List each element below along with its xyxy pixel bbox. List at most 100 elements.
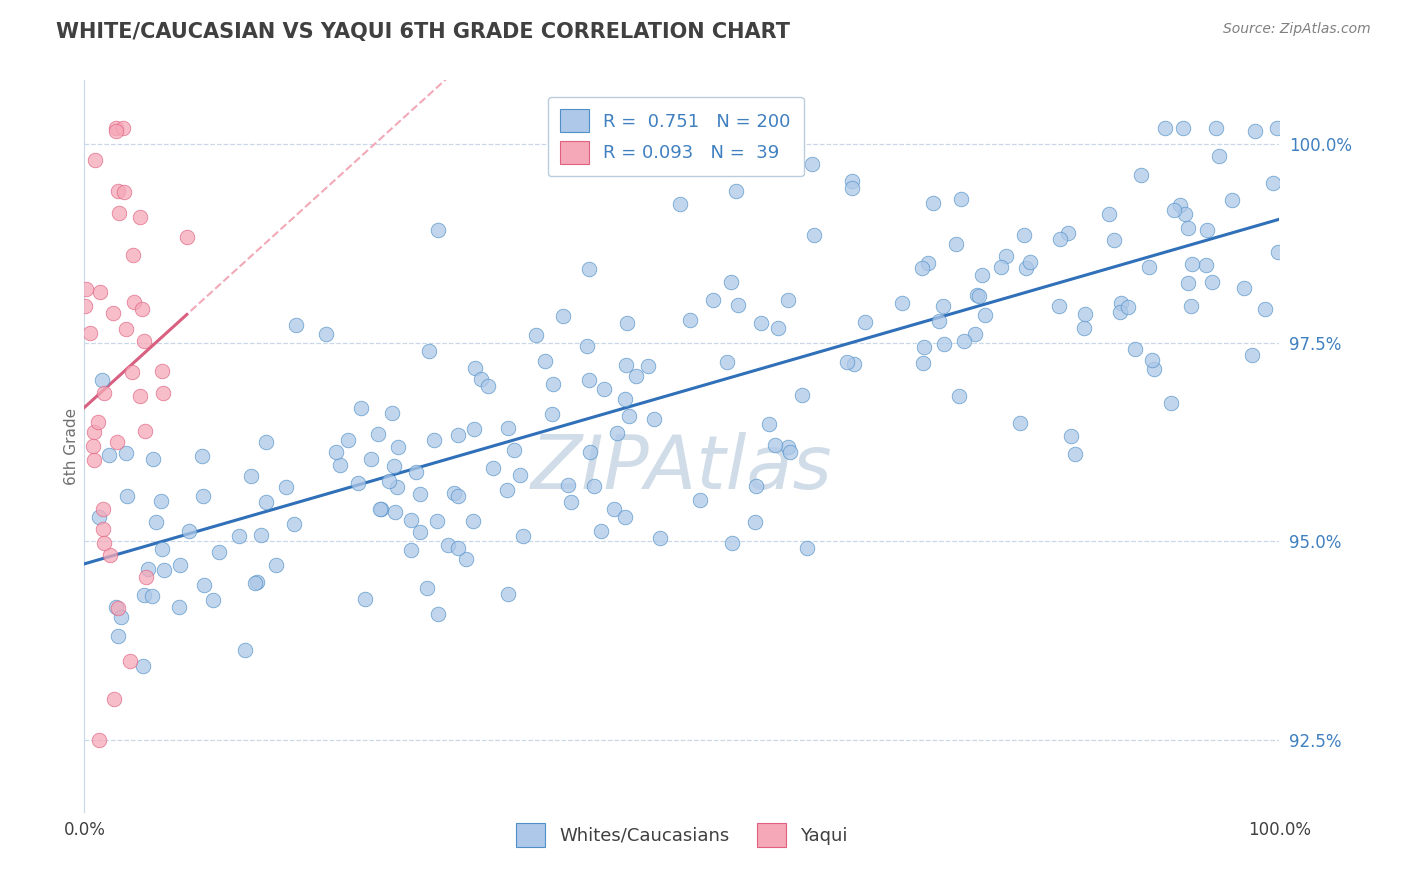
Point bbox=[399, 512, 422, 526]
Point bbox=[928, 314, 950, 328]
Point bbox=[1109, 305, 1132, 319]
Point bbox=[1074, 307, 1097, 321]
Point bbox=[778, 441, 800, 455]
Point bbox=[578, 373, 600, 387]
Point bbox=[368, 502, 391, 516]
Point bbox=[912, 339, 935, 353]
Point bbox=[578, 261, 600, 276]
Point bbox=[367, 426, 389, 441]
Point bbox=[669, 197, 692, 211]
Legend: Whites/Caucasians, Yaqui: Whites/Caucasians, Yaqui bbox=[509, 816, 855, 854]
Point bbox=[1137, 260, 1160, 274]
Point bbox=[749, 316, 772, 330]
Point bbox=[191, 449, 214, 463]
Point bbox=[1160, 395, 1182, 409]
Point bbox=[416, 581, 439, 595]
Text: WHITE/CAUCASIAN VS YAQUI 6TH GRADE CORRELATION CHART: WHITE/CAUCASIAN VS YAQUI 6TH GRADE CORRE… bbox=[56, 22, 790, 42]
Point bbox=[108, 205, 131, 219]
Point bbox=[841, 174, 863, 188]
Point bbox=[509, 468, 531, 483]
Point bbox=[1197, 223, 1219, 237]
Point bbox=[1205, 120, 1227, 135]
Point bbox=[965, 326, 987, 341]
Point bbox=[169, 558, 191, 573]
Point bbox=[776, 293, 799, 307]
Point bbox=[1143, 362, 1166, 376]
Point bbox=[128, 389, 150, 403]
Point bbox=[1163, 202, 1185, 217]
Point bbox=[141, 589, 163, 603]
Point bbox=[1174, 207, 1197, 221]
Point bbox=[1047, 299, 1070, 313]
Point bbox=[1109, 296, 1132, 310]
Point bbox=[250, 528, 273, 542]
Point bbox=[104, 120, 127, 135]
Point bbox=[134, 334, 156, 348]
Point bbox=[115, 322, 138, 336]
Point bbox=[337, 433, 360, 447]
Point bbox=[637, 359, 659, 374]
Point bbox=[446, 427, 468, 442]
Point bbox=[1104, 233, 1126, 247]
Point bbox=[105, 600, 128, 615]
Point bbox=[526, 328, 548, 343]
Point bbox=[716, 354, 738, 368]
Point bbox=[477, 379, 499, 393]
Point bbox=[264, 558, 287, 572]
Point bbox=[129, 210, 152, 224]
Point bbox=[112, 185, 135, 199]
Point bbox=[176, 230, 198, 244]
Point bbox=[110, 610, 132, 624]
Point bbox=[91, 522, 114, 536]
Point bbox=[994, 248, 1017, 262]
Point bbox=[103, 691, 125, 706]
Point bbox=[932, 299, 955, 313]
Point bbox=[132, 659, 155, 673]
Point bbox=[105, 435, 128, 450]
Point bbox=[235, 643, 257, 657]
Point bbox=[1170, 198, 1192, 212]
Point bbox=[1201, 276, 1223, 290]
Point bbox=[135, 570, 157, 584]
Point bbox=[679, 312, 702, 326]
Point bbox=[131, 301, 153, 316]
Y-axis label: 6th Grade: 6th Grade bbox=[63, 408, 79, 484]
Point bbox=[354, 591, 377, 606]
Point bbox=[1233, 281, 1256, 295]
Point bbox=[427, 223, 450, 237]
Point bbox=[837, 355, 859, 369]
Point bbox=[107, 601, 129, 615]
Point bbox=[917, 256, 939, 270]
Point bbox=[118, 654, 141, 668]
Point bbox=[643, 412, 665, 426]
Point bbox=[1263, 176, 1285, 190]
Point bbox=[614, 509, 637, 524]
Point bbox=[921, 196, 943, 211]
Point bbox=[990, 260, 1012, 274]
Point bbox=[844, 357, 866, 371]
Point bbox=[207, 545, 229, 559]
Point bbox=[107, 628, 129, 642]
Point bbox=[114, 446, 136, 460]
Point bbox=[702, 293, 724, 307]
Point bbox=[91, 502, 114, 516]
Point bbox=[254, 435, 277, 450]
Point bbox=[1180, 299, 1202, 313]
Point bbox=[447, 541, 470, 555]
Point bbox=[105, 123, 128, 137]
Point bbox=[132, 588, 155, 602]
Point bbox=[1118, 300, 1140, 314]
Point bbox=[117, 489, 139, 503]
Point bbox=[496, 587, 519, 601]
Point bbox=[423, 433, 446, 447]
Point bbox=[1240, 348, 1263, 362]
Point bbox=[613, 392, 636, 406]
Point bbox=[239, 468, 262, 483]
Point bbox=[502, 443, 524, 458]
Point bbox=[801, 157, 824, 171]
Point bbox=[1177, 276, 1199, 290]
Point bbox=[409, 487, 432, 501]
Point bbox=[1060, 429, 1083, 443]
Point bbox=[470, 371, 492, 385]
Point bbox=[112, 120, 135, 135]
